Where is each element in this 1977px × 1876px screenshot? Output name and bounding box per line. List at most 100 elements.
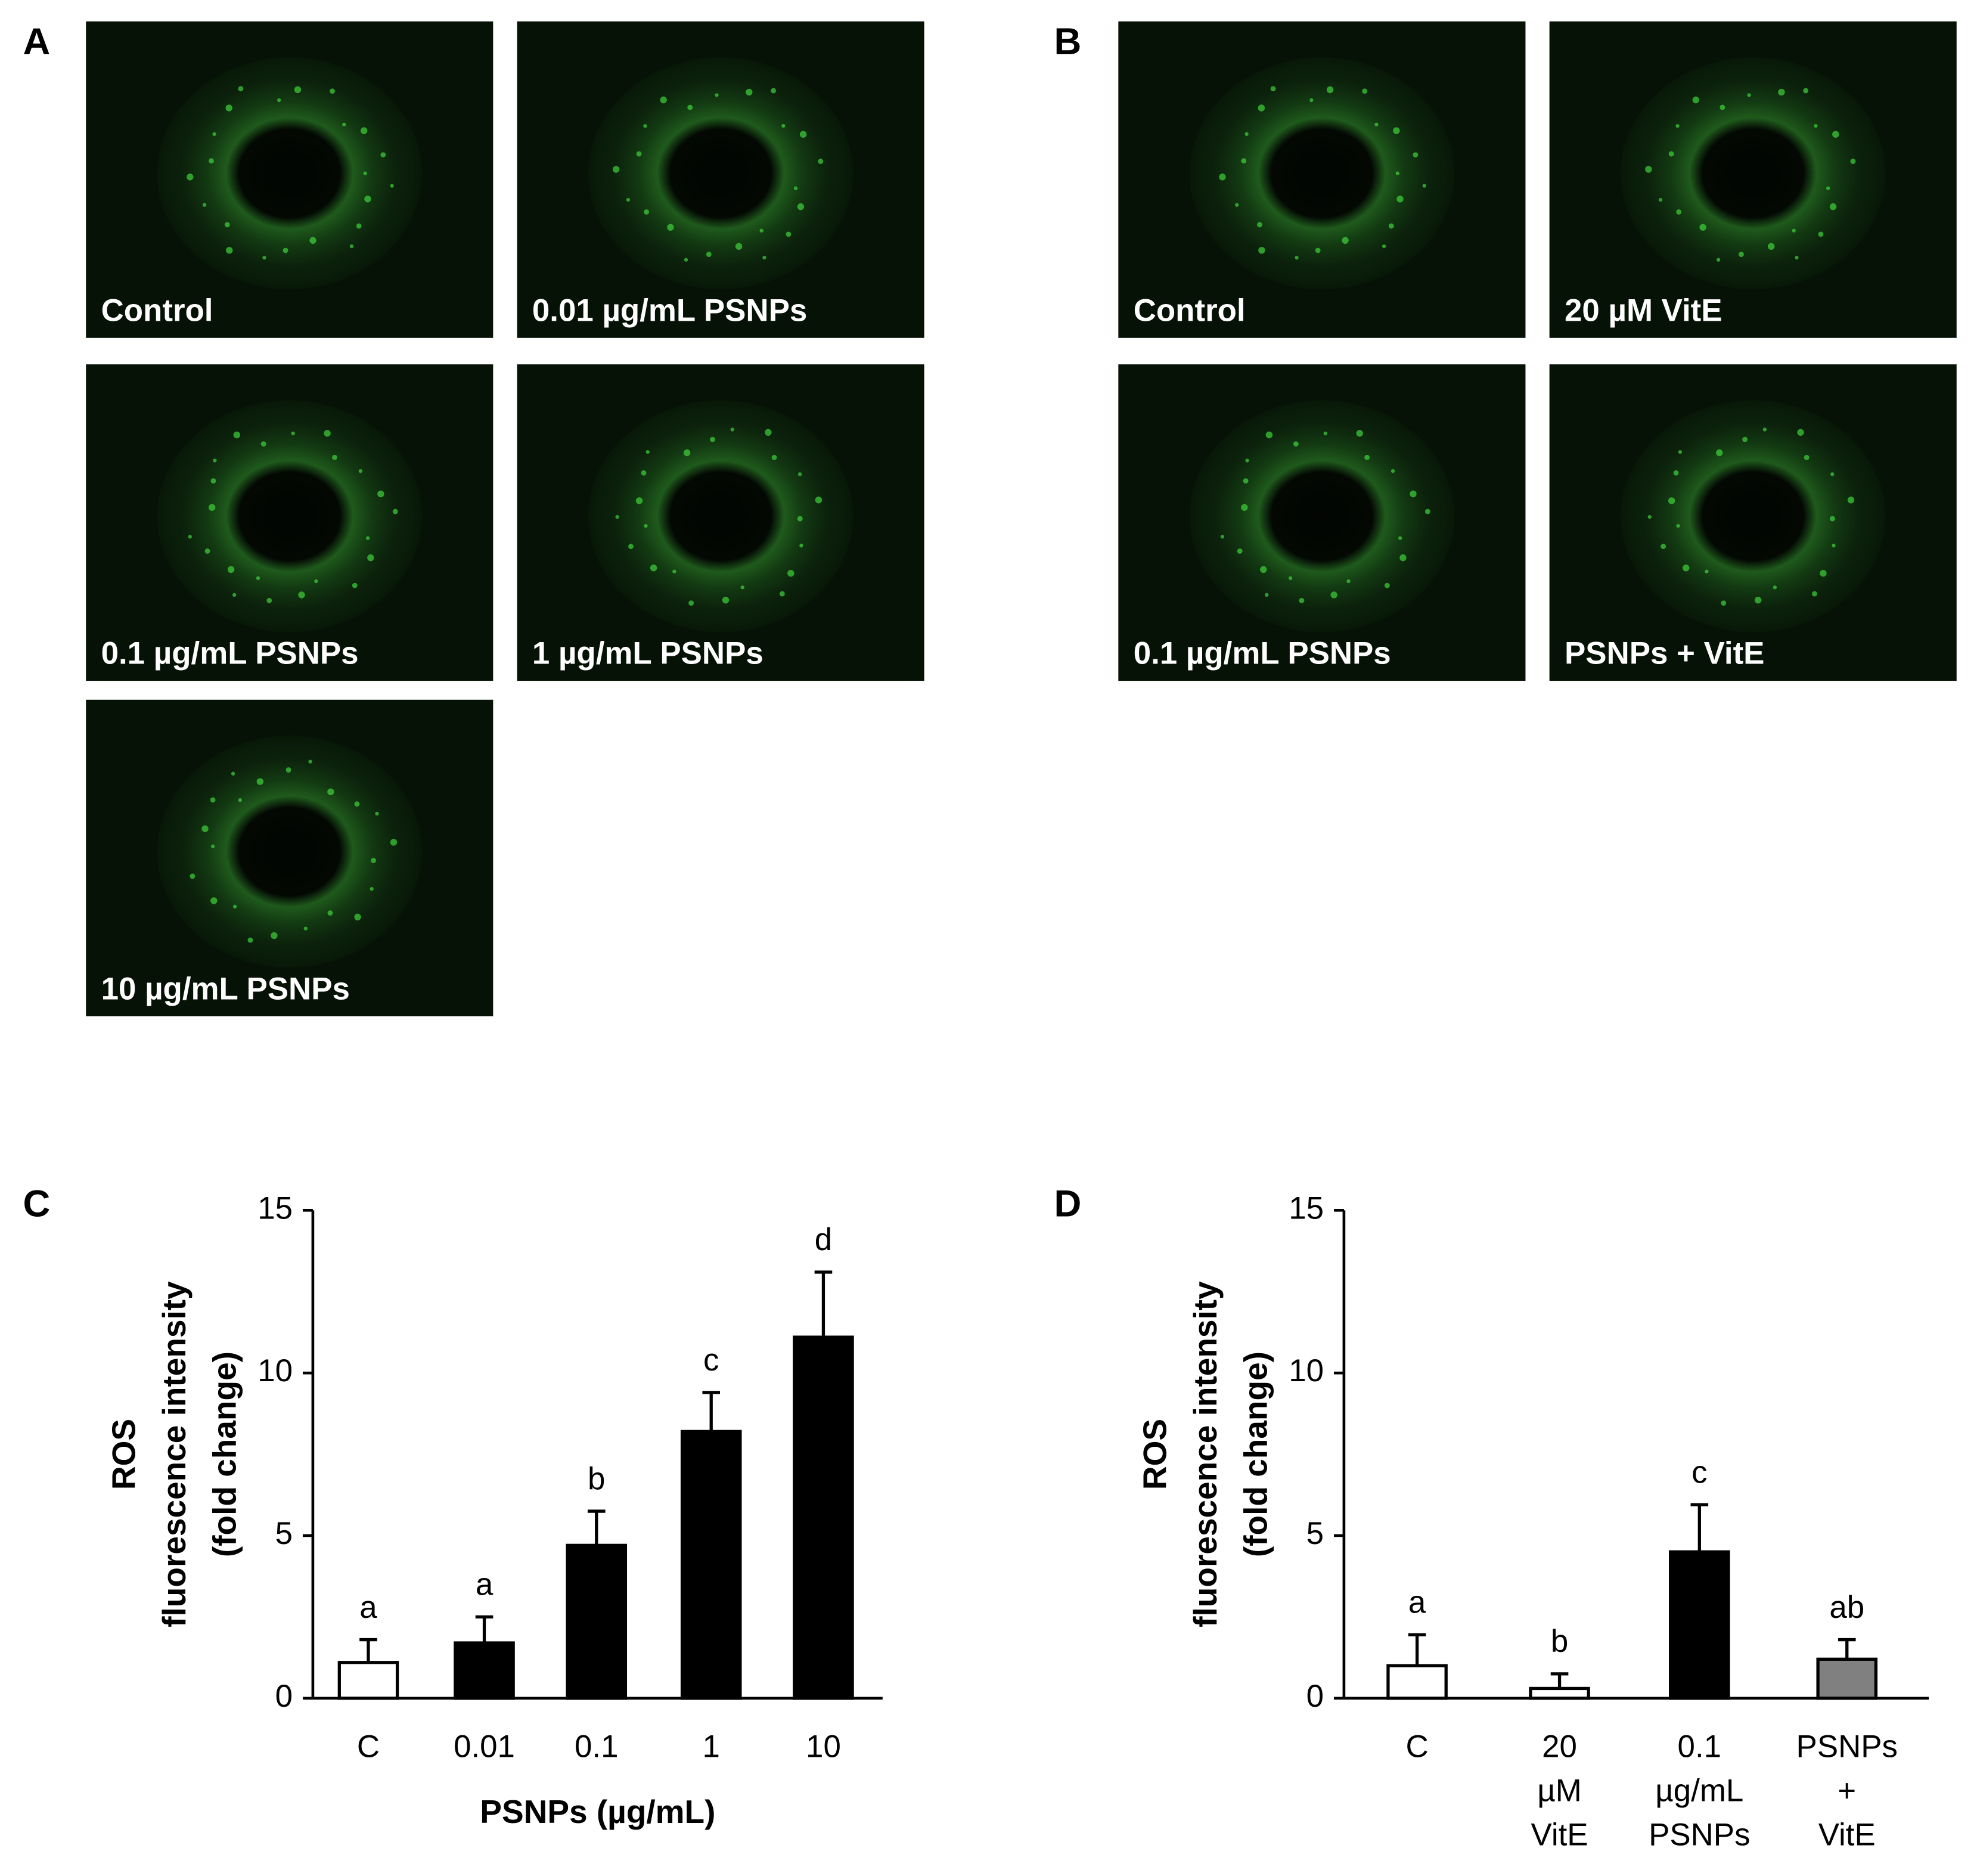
fluorescence-spot xyxy=(1739,252,1744,258)
fluorescence-spot xyxy=(1326,86,1334,94)
fluorescence-spot xyxy=(1234,203,1239,207)
bar xyxy=(566,1543,628,1700)
bar xyxy=(793,1335,854,1700)
fluorescence-spot xyxy=(1424,508,1430,514)
bar xyxy=(337,1661,399,1700)
fluorescence-spot xyxy=(710,436,715,442)
fluorescence-spot xyxy=(1645,166,1652,173)
fluorescence-spot xyxy=(735,243,743,250)
fluorescence-spot xyxy=(1241,504,1248,511)
fluorescence-spot xyxy=(277,98,281,103)
fluorescence-spot xyxy=(644,523,648,528)
fluorescence-spot xyxy=(762,256,766,260)
fluorescence-spot xyxy=(715,93,719,97)
fluorescence-spot xyxy=(360,127,368,134)
fluorescence-spot xyxy=(283,247,288,253)
fluorescence-spot xyxy=(1678,449,1683,454)
fluorescence-spot xyxy=(1829,203,1837,210)
image-label: 0.01 µg/mL PSNPs xyxy=(532,293,807,328)
fluorescence-spot xyxy=(1288,576,1293,581)
fluorescence-spot xyxy=(1241,158,1247,164)
fluorescence-spot xyxy=(759,228,764,233)
fluorescence-spot xyxy=(370,887,374,891)
fluorescence-spot xyxy=(210,478,216,484)
fluorescence-spot xyxy=(303,926,308,931)
fluorescence-spot xyxy=(1295,256,1299,260)
fluorescence-spot xyxy=(1661,544,1666,550)
fluorescence-spot xyxy=(1767,243,1775,250)
fluorescence-spot xyxy=(354,913,361,921)
error-bar xyxy=(1408,1633,1426,1666)
image-label: 10 µg/mL PSNPs xyxy=(101,971,350,1006)
fluorescence-spot xyxy=(291,431,295,436)
fluorescence-spot xyxy=(375,811,379,816)
y-axis-label: (fold change) xyxy=(1237,1351,1274,1557)
image-label: 0.1 µg/mL PSNPs xyxy=(1134,636,1391,671)
fluorescence-spot xyxy=(1814,123,1818,128)
fluorescence-spot xyxy=(1258,104,1265,111)
y-tick-label: 5 xyxy=(275,1516,293,1551)
fluorescence-spot xyxy=(1265,593,1269,597)
fluorescence-spot xyxy=(779,591,785,597)
y-axis-label: fluorescence intensity xyxy=(1187,1281,1224,1627)
fluorescence-spot xyxy=(365,536,370,540)
fluorescence-spot xyxy=(687,104,693,110)
bar xyxy=(1529,1686,1590,1700)
fluorescence-spot xyxy=(298,591,305,599)
fluorescence-spot xyxy=(1364,454,1370,460)
fluorescence-spot xyxy=(314,579,318,584)
fluorescence-spot xyxy=(740,585,744,590)
bar xyxy=(680,1430,742,1700)
fluorescence-spot xyxy=(1258,247,1265,254)
fluorescence-spot xyxy=(256,778,264,785)
fluorescence-spot xyxy=(1382,244,1386,249)
bar xyxy=(1816,1657,1878,1700)
eye-tissue xyxy=(588,57,854,290)
fluorescence-spot xyxy=(1797,429,1804,436)
fluorescence-spot xyxy=(201,825,209,832)
image-label: Control xyxy=(1134,293,1246,328)
fluorescence-spot xyxy=(626,198,631,202)
fluorescence-spot xyxy=(233,431,241,439)
fluorescence-spot xyxy=(208,504,216,511)
x-tick-label: 0.01 xyxy=(454,1729,515,1764)
fluorescence-spot xyxy=(1395,171,1399,175)
fluorescence-spot xyxy=(225,104,232,111)
fluorescence-spot xyxy=(352,582,358,588)
fluorescence-spot xyxy=(746,88,753,96)
fluorescence-spot xyxy=(706,252,712,258)
panel-letter: C xyxy=(23,1183,50,1225)
fluorescence-spot xyxy=(262,256,266,260)
fluorescence-spot xyxy=(363,171,367,175)
y-tick-label: 10 xyxy=(257,1353,293,1388)
fluorescence-spot xyxy=(390,184,394,188)
fluorescence-spot xyxy=(367,554,374,562)
fluorescence-spot xyxy=(1391,469,1395,473)
error-bar xyxy=(702,1391,721,1432)
x-tick-label: + xyxy=(1838,1773,1856,1808)
x-tick-label: 10 xyxy=(806,1729,841,1764)
fluorescence-spot xyxy=(204,548,210,554)
fluorescence-spot xyxy=(210,844,215,848)
fluorescence-spot xyxy=(238,798,243,802)
x-tick-label: PSNPs xyxy=(1796,1729,1898,1764)
fluorescence-spot xyxy=(238,86,244,92)
fluorescence-spot xyxy=(1668,151,1674,157)
fluorescence-spot xyxy=(266,597,272,603)
fluorescence-spot xyxy=(330,88,335,94)
image-label: 20 µM VitE xyxy=(1565,293,1722,328)
fluorescence-spot xyxy=(1388,223,1394,229)
error-bar xyxy=(1550,1672,1569,1689)
significance-letter: b xyxy=(1551,1624,1568,1659)
fluorescence-spot xyxy=(1673,470,1679,476)
fluorescence-spot xyxy=(1850,159,1856,165)
fluorescence-spot xyxy=(1804,455,1810,460)
bar xyxy=(454,1641,515,1700)
image-label: Control xyxy=(101,293,213,328)
y-axis-label: ROS xyxy=(1136,1419,1173,1490)
fluorescence-spot xyxy=(650,564,657,572)
x-tick-label: C xyxy=(1405,1729,1428,1764)
fluorescence-spot xyxy=(771,88,776,94)
